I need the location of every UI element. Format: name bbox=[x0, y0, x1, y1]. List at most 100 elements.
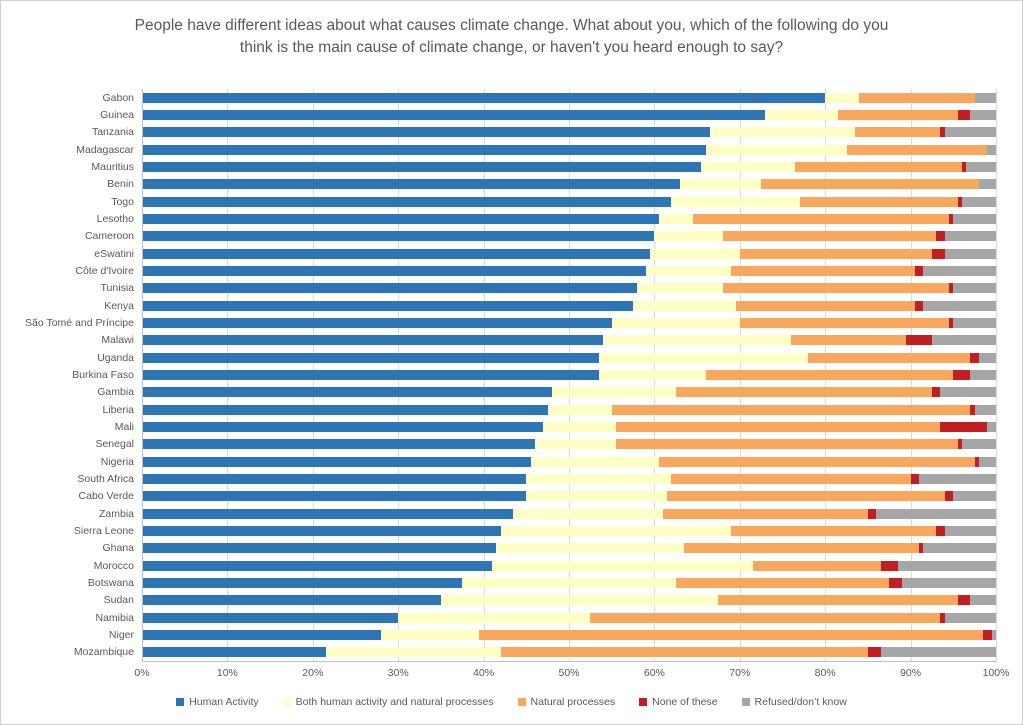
legend-label: Both human activity and natural processe… bbox=[295, 696, 494, 708]
bar-segment bbox=[530, 456, 659, 467]
category-label: Cabo Verde bbox=[78, 490, 134, 503]
bar-segment bbox=[931, 248, 945, 259]
category-label: Cameroon bbox=[84, 230, 134, 243]
bar-segment bbox=[966, 162, 996, 172]
bar-segment bbox=[731, 526, 937, 536]
category-label: Mauritius bbox=[91, 161, 134, 173]
bar-row bbox=[142, 266, 996, 276]
legend-label: Natural processes bbox=[530, 696, 616, 708]
legend-swatch-icon bbox=[517, 698, 526, 706]
bar-segment bbox=[799, 196, 958, 207]
bar-segment bbox=[671, 196, 800, 207]
legend: Human Activity Both human activity and na… bbox=[1, 696, 1022, 708]
category-label: Liberia bbox=[102, 403, 134, 416]
bar-segment bbox=[846, 144, 988, 155]
bar-segment bbox=[961, 439, 996, 450]
bar-segment bbox=[859, 92, 975, 103]
x-tick-label: 40% bbox=[473, 667, 495, 679]
bar-segment bbox=[142, 612, 399, 623]
bar-segment bbox=[931, 335, 996, 346]
bar-segment bbox=[142, 248, 651, 259]
bar-segment bbox=[940, 422, 988, 432]
bar-segment bbox=[705, 370, 954, 380]
legend-label: None of these bbox=[652, 696, 718, 708]
bar-segment bbox=[142, 595, 441, 606]
bar-segment bbox=[837, 110, 958, 120]
bar-segment bbox=[978, 352, 996, 363]
bar-row bbox=[142, 630, 996, 640]
bar-segment bbox=[867, 647, 881, 658]
bar-segment bbox=[325, 647, 501, 658]
category-label: Togo bbox=[111, 195, 134, 208]
category-label: Botswana bbox=[87, 577, 134, 589]
bar-segment bbox=[142, 283, 638, 294]
bar-row bbox=[142, 578, 996, 588]
bar-segment bbox=[637, 283, 723, 294]
bar-segment bbox=[440, 595, 719, 606]
bar-segment bbox=[680, 179, 762, 190]
bar-segment bbox=[142, 526, 501, 536]
bar-segment bbox=[953, 318, 996, 328]
x-tick-label: 20% bbox=[302, 667, 324, 679]
bar-row bbox=[142, 543, 996, 554]
bar-segment bbox=[957, 439, 962, 450]
category-label: Sierra Leone bbox=[73, 525, 134, 537]
bar-segment bbox=[381, 630, 480, 640]
gridline bbox=[996, 89, 997, 661]
bar-segment bbox=[142, 335, 604, 346]
bar-segment bbox=[645, 266, 732, 276]
bar-segment bbox=[142, 630, 382, 640]
bar-segment bbox=[906, 335, 932, 346]
bar-segment bbox=[684, 543, 920, 554]
bar-segment bbox=[142, 370, 599, 380]
bar-segment bbox=[944, 231, 996, 242]
bar-segment bbox=[953, 283, 996, 294]
category-label: Lesotho bbox=[96, 213, 134, 225]
bar-segment bbox=[551, 387, 676, 398]
category-label: Guinea bbox=[100, 109, 134, 121]
bar-segment bbox=[398, 612, 591, 623]
category-label: Madagascar bbox=[76, 143, 134, 156]
bar-row bbox=[142, 214, 996, 224]
x-tick-label: 90% bbox=[900, 667, 922, 679]
bar-segment bbox=[526, 474, 672, 484]
category-label: Morocco bbox=[93, 559, 134, 572]
category-label: Benin bbox=[107, 178, 134, 191]
bar-segment bbox=[944, 612, 996, 623]
bar-segment bbox=[910, 474, 920, 484]
bar-segment bbox=[513, 508, 663, 519]
bar-segment bbox=[667, 491, 945, 502]
bar-segment bbox=[765, 110, 838, 120]
bar-segment bbox=[923, 266, 996, 276]
bar-row bbox=[142, 179, 996, 190]
bar-segment bbox=[142, 439, 535, 450]
bar-segment bbox=[970, 595, 996, 606]
bar-segment bbox=[974, 456, 979, 467]
bar-row bbox=[142, 335, 996, 346]
bar-segment bbox=[671, 474, 911, 484]
bar-segment bbox=[808, 352, 971, 363]
bar-segment bbox=[142, 508, 514, 519]
bar-segment bbox=[825, 92, 860, 103]
bar-segment bbox=[940, 387, 996, 398]
bar-segment bbox=[722, 231, 937, 242]
bar-segment bbox=[142, 92, 826, 103]
bar-row bbox=[142, 404, 996, 415]
bar-row bbox=[142, 647, 996, 658]
bar-segment bbox=[633, 300, 736, 311]
category-label: Gambia bbox=[97, 386, 134, 399]
bar-segment bbox=[142, 179, 681, 190]
bar-segment bbox=[970, 404, 975, 415]
bar-row bbox=[142, 196, 996, 207]
category-label: eSwatini bbox=[94, 247, 134, 260]
bar-segment bbox=[718, 595, 958, 606]
bar-segment bbox=[991, 630, 996, 640]
bar-row bbox=[142, 595, 996, 606]
bar-segment bbox=[936, 526, 945, 536]
bar-segment bbox=[752, 560, 881, 571]
category-label: Gabon bbox=[102, 91, 134, 104]
bar-segment bbox=[931, 387, 941, 398]
bar-segment bbox=[970, 352, 979, 363]
bar-segment bbox=[705, 144, 847, 155]
bar-segment bbox=[923, 300, 996, 311]
